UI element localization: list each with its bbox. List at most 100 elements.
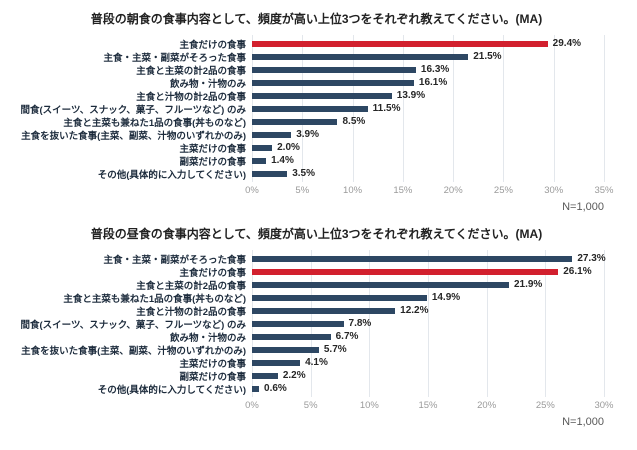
bar	[252, 53, 469, 60]
bar-value-label: 6.7%	[335, 331, 359, 342]
bar-value-label: 14.9%	[431, 292, 461, 303]
breakfast-chart-title: 普段の朝食の食事内容として、頻度が高い上位3つをそれぞれ教えてください。(MA)	[90, 12, 543, 26]
bar-track: 1.4%	[252, 154, 604, 167]
bar-row: 主食と主菜も兼ねた1品の食事(丼ものなど) 14.9%	[2, 291, 631, 305]
bar-row: 主食と汁物の計2品の食事 12.2%	[2, 304, 631, 318]
lunch-x-axis: 0% 5% 10% 15% 20% 25% 30%	[245, 400, 613, 413]
bar-value-label: 3.5%	[292, 168, 315, 179]
axis-tick-label: 15%	[418, 400, 438, 411]
breakfast-sample-size: N=1,000	[562, 201, 604, 213]
survey-results-page: 普段の朝食の食事内容として、頻度が高い上位3つをそれぞれ教えてください。(MA)…	[2, 12, 631, 428]
bar-value-label: 5.7%	[323, 344, 347, 355]
bar	[252, 131, 292, 138]
axis-tick-label: 20%	[477, 400, 497, 411]
bar-track: 8.5%	[252, 115, 604, 128]
bar	[252, 255, 573, 262]
bar	[252, 281, 509, 288]
bar	[252, 144, 273, 151]
bar	[252, 79, 414, 86]
bar-row: 主菜だけの食事 4.1%	[2, 356, 631, 370]
category-label: 主食だけの食事	[179, 267, 246, 279]
category-label: 主食と主菜も兼ねた1品の食事(丼ものなど)	[63, 293, 246, 305]
bar-track: 14.9%	[252, 291, 604, 304]
category-label: 主食と汁物の計2品の食事	[136, 91, 246, 103]
gridline	[402, 35, 404, 182]
axis-tick-label: 5%	[295, 185, 310, 196]
category-label: 主食と主菜の計2品の食事	[136, 280, 246, 292]
bar	[252, 372, 278, 379]
category-label: 主食と主菜の計2品の食事	[136, 65, 246, 77]
bar-row: 主食と汁物の計2品の食事 13.9%	[2, 89, 631, 103]
bar	[252, 359, 301, 366]
gridline	[545, 250, 547, 397]
bar-track: 2.2%	[252, 369, 604, 382]
bar-track: 27.3%	[252, 252, 606, 265]
bar	[252, 320, 344, 327]
lunch-plot-area: 主食・主菜・副菜がそろった食事 27.3% 主食だけの食事 26.1% 主食と主菜の計2…	[2, 250, 631, 397]
category-label: 主食と主菜も兼ねた1品の食事(丼ものなど)	[63, 117, 246, 129]
bar-value-label: 11.5%	[372, 103, 401, 114]
bar-track: 21.9%	[252, 278, 604, 291]
gridline	[453, 35, 455, 182]
category-label: 主食を抜いた食事(主菜、副菜、汁物のいずれかのみ)	[21, 130, 246, 142]
bar-row: その他(具体的に入力してください) 3.5%	[2, 167, 631, 181]
axis-tick-label: 25%	[535, 400, 555, 411]
bar-row: 主食・主菜・副菜がそろった食事 27.3%	[2, 252, 631, 266]
gridline	[553, 35, 555, 182]
bar-value-label: 7.8%	[348, 318, 372, 329]
bar-row: 副菜だけの食事 1.4%	[2, 154, 631, 168]
bar-row: 主食・主菜・副菜がそろった食事 21.5%	[2, 50, 631, 64]
axis-tick-label: 10%	[343, 185, 363, 196]
axis-tick-label: 20%	[443, 185, 463, 196]
axis-tick-label: 15%	[393, 185, 413, 196]
bar-track: 21.5%	[252, 50, 604, 63]
bar-row: 飲み物・汁物のみ 6.7%	[2, 330, 631, 344]
bar-track: 2.0%	[252, 141, 604, 154]
bar-track: 16.3%	[252, 63, 604, 76]
axis-tick-label: 0%	[245, 400, 259, 411]
gridline	[503, 35, 505, 182]
lunch-chart-title: 普段の昼食の食事内容として、頻度が高い上位3つをそれぞれ教えてください。(MA)	[90, 227, 543, 241]
axis-tick-label: 35%	[594, 185, 614, 196]
bar-row: 間食(スイーツ、スナック、菓子、フルーツなど) のみ 11.5%	[2, 102, 631, 116]
bar-track: 6.7%	[252, 330, 604, 343]
bar-row: 副菜だけの食事 2.2%	[2, 369, 631, 383]
bar-value-label: 3.9%	[296, 129, 320, 140]
category-label: その他(具体的に入力してください)	[97, 384, 246, 396]
axis-tick-label: 25%	[493, 185, 513, 196]
gridline	[428, 250, 429, 397]
category-label: 主食・主菜・副菜がそろった食事	[103, 254, 246, 266]
bar-track: 5.7%	[252, 343, 604, 356]
bar-track: 12.2%	[252, 304, 604, 317]
category-label: 飲み物・汁物のみ	[169, 332, 246, 344]
bar-track: 11.5%	[252, 102, 604, 115]
category-label: 副菜だけの食事	[179, 156, 246, 168]
bar-track: 16.1%	[252, 76, 604, 89]
bar	[252, 105, 368, 112]
gridline	[486, 250, 488, 397]
category-label: 間食(スイーツ、スナック、菓子、フルーツなど) のみ	[20, 104, 246, 116]
bar-track: 26.1%	[252, 265, 604, 278]
bar	[252, 307, 396, 314]
bar-track: 3.9%	[252, 128, 604, 141]
bar-row: 主食を抜いた食事(主菜、副菜、汁物のいずれかのみ) 5.7%	[2, 343, 631, 357]
bar-highlighted	[252, 40, 548, 47]
bar-row: 主食を抜いた食事(主菜、副菜、汁物のいずれかのみ) 3.9%	[2, 128, 631, 142]
bar-value-label: 29.4%	[552, 38, 582, 49]
bar-value-label: 8.5%	[342, 116, 366, 127]
bar-track: 13.9%	[252, 89, 604, 102]
bar	[252, 385, 260, 392]
axis-tick-label: 0%	[245, 185, 259, 196]
breakfast-plot-area: 主食だけの食事 29.4% 主食・主菜・副菜がそろった食事 21.5% 主食と主菜の計2…	[2, 35, 631, 182]
bar-track: 7.8%	[252, 317, 604, 330]
category-label: 副菜だけの食事	[179, 371, 246, 383]
gridline	[369, 250, 371, 397]
breakfast-x-axis: 0% 5% 10% 15% 20% 25% 30% 35%	[245, 185, 613, 198]
bar-value-label: 27.3%	[577, 253, 606, 264]
category-label: 主食と汁物の計2品の食事	[136, 306, 246, 318]
lunch-sample-size: N=1,000	[562, 416, 604, 428]
bar-value-label: 26.1%	[563, 266, 592, 277]
bar-value-label: 16.3%	[420, 64, 450, 75]
category-label: 主菜だけの食事	[179, 143, 246, 155]
bar	[252, 92, 392, 99]
